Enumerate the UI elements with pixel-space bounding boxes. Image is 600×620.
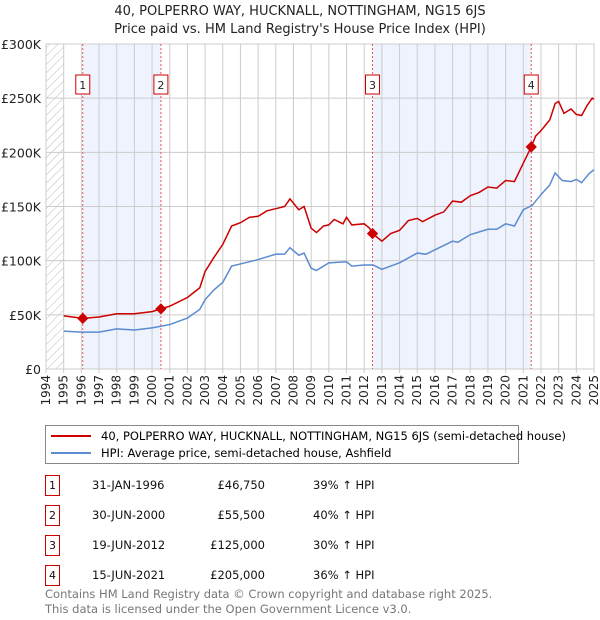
x-tick-label: 2001 [163,375,177,406]
transaction-row: 2 30-JUN-2000 £55,500 40% ↑ HPI [45,505,465,527]
x-tick-label: 2020 [499,375,513,406]
transaction-row: 1 31-JAN-1996 £46,750 39% ↑ HPI [45,475,465,497]
x-tick-label: 2005 [233,375,247,406]
x-tick-label: 2018 [463,375,477,406]
x-tick-label: 2003 [198,375,212,406]
x-tick-label: 2013 [375,375,389,406]
x-tick-label: 1998 [110,375,124,406]
x-tick-label: 2004 [216,375,230,406]
hpi-line [63,169,595,333]
x-tick-label: 1994 [39,375,53,406]
sale-label-box [365,74,381,95]
x-tick-label: 2025 [587,375,600,406]
chart-subtitle: Price paid vs. HM Land Registry's House … [114,22,486,37]
x-tick-label: 2000 [145,375,159,406]
legend-swatch-property [51,435,91,437]
sale-point [525,141,537,153]
transaction-date: 19-JUN-2012 [92,538,166,552]
transaction-row: 4 15-JUN-2021 £205,000 36% ↑ HPI [45,565,465,587]
sale-point [366,227,379,240]
transaction-date: 31-JAN-1996 [92,478,165,492]
transaction-date: 30-JUN-2000 [92,508,166,522]
property-price-line [63,97,595,320]
sale-label: 4 [528,79,535,92]
transaction-row: 3 19-JUN-2012 £125,000 30% ↑ HPI [45,535,465,557]
x-tick-label: 2021 [516,375,530,406]
x-tick-label: 2007 [269,375,283,406]
transaction-hpi-change: 39% ↑ HPI [313,478,375,492]
x-tick-label: 1996 [74,375,88,406]
x-tick-label: 1997 [92,375,106,406]
x-tick-label: 1999 [127,375,141,406]
x-tick-label: 2017 [446,375,460,406]
sale-label-box [523,74,539,95]
x-tick-label: 2022 [534,375,548,406]
x-tick-label: 2015 [410,375,424,406]
x-tick-label: 2009 [304,375,318,406]
x-tick-label: 2023 [552,375,566,406]
transaction-price: £55,500 [217,508,265,522]
transaction-price: £46,750 [217,478,265,492]
transaction-hpi-change: 40% ↑ HPI [313,508,375,522]
transaction-number-badge: 3 [45,535,60,556]
x-tick-label: 2014 [393,375,407,406]
y-tick-label: £0 [25,362,41,377]
legend: 40, POLPERRO WAY, HUCKNALL, NOTTINGHAM, … [45,425,566,464]
legend-label-property: 40, POLPERRO WAY, HUCKNALL, NOTTINGHAM, … [101,429,566,443]
x-tick-label: 1995 [57,375,71,406]
footer-copyright: Contains HM Land Registry data © Crown c… [45,587,493,601]
transaction-hpi-change: 36% ↑ HPI [313,568,375,582]
sale-label: 1 [79,79,86,92]
y-tick-label: £200K [1,145,42,160]
y-tick-label: £300K [1,37,42,52]
transaction-price: £125,000 [210,538,265,552]
chart-svg: 1994 1995 1996 1997 1998 1999 2000 2001 2002 2003… [1,37,600,406]
transaction-number-badge: 2 [45,505,60,526]
x-tick-label: 2006 [251,375,265,406]
sale-point [155,303,167,315]
x-tick-label: 2012 [357,375,371,406]
x-tick-label: 2008 [286,375,300,406]
transaction-number-badge: 4 [45,565,60,586]
sale-label: 2 [157,79,164,92]
y-tick-label: £250K [1,91,42,106]
sale-label-box [153,74,169,95]
legend-label-hpi: HPI: Average price, semi-detached house,… [101,446,392,460]
legend-item-hpi: HPI: Average price, semi-detached house,… [51,445,391,461]
transaction-number-badge: 1 [45,475,60,496]
legend-item-property: 40, POLPERRO WAY, HUCKNALL, NOTTINGHAM, … [51,428,566,444]
chart-title: 40, POLPERRO WAY, HUCKNALL, NOTTINGHAM, … [114,4,486,19]
y-tick-label: £150K [1,200,42,215]
sale-label: 3 [369,79,376,92]
x-tick-label: 2010 [322,375,336,406]
transaction-hpi-change: 30% ↑ HPI [313,538,375,552]
transaction-date: 15-JUN-2021 [92,568,166,582]
y-tick-label: £100K [1,254,42,269]
x-tick-label: 2016 [428,375,442,406]
x-tick-label: 2019 [481,375,495,406]
sale-label-box [75,74,91,95]
x-tick-label: 2002 [180,375,194,406]
x-tick-label: 2024 [569,375,583,406]
x-tick-label: 2011 [340,375,354,406]
y-tick-label: £50K [9,308,42,323]
legend-swatch-hpi [51,452,91,454]
transaction-price: £205,000 [210,568,265,582]
footer-licence: This data is licensed under the Open Gov… [45,602,412,616]
